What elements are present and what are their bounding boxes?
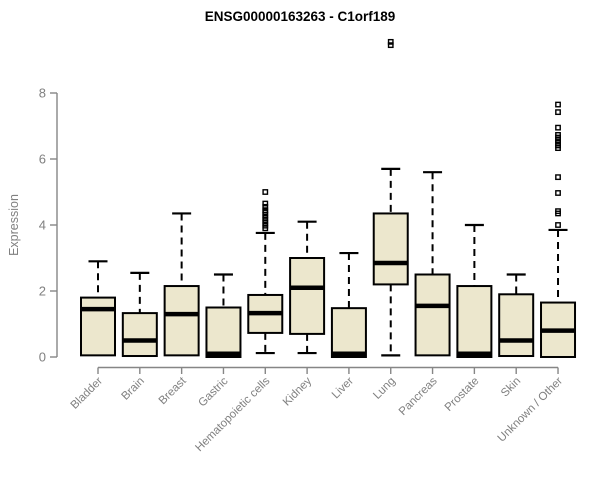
x-tick-label-brain: Brain: [119, 375, 146, 402]
box-bladder: [80, 296, 116, 357]
outlier-point: [262, 203, 269, 210]
box-group-breast: [163, 212, 200, 357]
outlier-point: [555, 109, 561, 116]
y-tick-label: 0: [39, 350, 46, 365]
outlier-point: [555, 174, 561, 181]
box-skin: [498, 293, 535, 358]
outlier-point: [555, 210, 561, 217]
box-group-kidney: [289, 220, 326, 355]
x-tick-label-prostate: Prostate: [443, 375, 482, 414]
chart-title: ENSG00000163263 - C1orf189: [204, 9, 396, 24]
box-brain: [121, 312, 158, 358]
outlier-point: [262, 225, 269, 232]
outlier-point: [555, 145, 561, 152]
box-group-skin: [498, 273, 535, 358]
x-tick-label-breast: Breast: [157, 375, 190, 408]
x-tick-label-skin: Skin: [499, 375, 523, 399]
box-kidney: [289, 257, 326, 335]
outlier-point: [387, 42, 394, 49]
x-tick-label-bladder: Bladder: [69, 375, 106, 412]
outlier-point: [262, 189, 269, 195]
outlier-point: [555, 222, 561, 228]
y-axis-label: Expression: [7, 194, 21, 256]
outlier-point: [387, 38, 394, 45]
box-group-liver: [330, 251, 367, 359]
box-group-bladder: [80, 260, 116, 357]
x-tick-label-liver: Liver: [330, 375, 356, 401]
x-tick-label-gastric: Gastric: [196, 375, 230, 409]
box-group-pancreas: [414, 171, 451, 357]
box-lung: [372, 212, 409, 286]
x-tick-label-pancreas: Pancreas: [397, 375, 440, 418]
box-group-gastric: [205, 273, 242, 358]
box-pancreas: [414, 273, 451, 357]
x-tick-label-kidney: Kidney: [281, 375, 315, 409]
box-group-brain: [121, 271, 158, 358]
box-gastric: [205, 306, 242, 358]
box-group-unknown-other: [540, 101, 577, 358]
box-group-lung: [372, 38, 409, 357]
box-liver: [330, 307, 367, 359]
x-tick-label-lung: Lung: [371, 375, 398, 402]
outlier-point: [555, 124, 561, 131]
box-prostate: [456, 285, 493, 358]
outlier-point: [555, 101, 561, 108]
outlier-point: [555, 190, 561, 196]
box-group-prostate: [456, 223, 493, 358]
y-tick-label: 2: [39, 284, 46, 299]
y-tick-label: 4: [39, 218, 46, 233]
y-tick-label: 8: [39, 86, 46, 101]
box-breast: [163, 285, 200, 357]
y-tick-label: 6: [39, 152, 46, 167]
outlier-point: [262, 200, 269, 207]
x-tick-label-hematopoietic-cells: Hematopoietic cells: [193, 375, 272, 454]
box-group-hematopoietic-cells: [247, 189, 284, 355]
